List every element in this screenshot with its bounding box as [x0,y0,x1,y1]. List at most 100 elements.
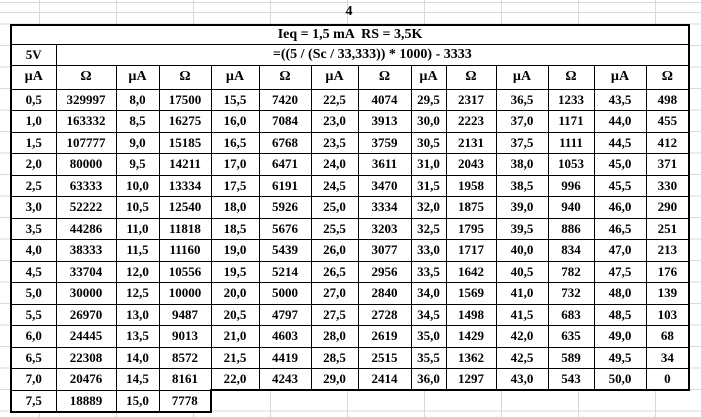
column-header-ua[interactable]: µA [115,64,160,90]
cell-ua[interactable]: 14,0 [115,346,160,369]
cell-ua[interactable]: 7,0 [10,368,57,391]
column-header-ohm[interactable]: Ω [158,64,212,90]
cell-ua[interactable]: 4,5 [10,260,57,283]
column-header-ohm[interactable]: Ω [547,64,595,90]
cell-ohm[interactable]: 2131 [445,131,497,154]
cell-ua[interactable]: 8,0 [115,88,160,111]
cell-ua[interactable]: 34,0 [410,282,447,305]
cell-ohm[interactable]: 5439 [258,239,312,262]
cell-ua[interactable]: 3,0 [10,196,57,219]
cell-ohm[interactable]: 2840 [357,282,412,305]
cell-ua[interactable]: 25,0 [310,196,359,219]
cell-ua[interactable]: 15,5 [210,88,260,111]
cell-ua[interactable]: 9,0 [115,131,160,154]
cell-ua[interactable]: 40,0 [495,239,549,262]
cell-ua[interactable]: 31,5 [410,174,447,197]
cell-ohm[interactable]: 7084 [258,110,312,133]
cell-ua[interactable]: 21,5 [210,346,260,369]
cell-ohm[interactable]: 63333 [55,174,117,197]
cell-ua[interactable]: 34,5 [410,303,447,326]
cell-ohm[interactable]: 4243 [258,368,312,391]
cell-ohm[interactable]: 12540 [158,196,212,219]
cell-ohm[interactable]: 1875 [445,196,497,219]
cell-ohm[interactable]: 20476 [55,368,117,391]
cell-ua[interactable]: 11,0 [115,217,160,240]
cell-ua[interactable]: 16,0 [210,110,260,133]
cell-ua[interactable]: 10,0 [115,174,160,197]
cell-ua[interactable]: 28,0 [310,325,359,348]
cell-ua[interactable]: 1,5 [10,131,57,154]
cell-ua[interactable]: 42,5 [495,346,549,369]
cell-ua[interactable]: 38,0 [495,153,549,176]
column-header-ohm[interactable]: Ω [445,64,497,90]
cell-ohm[interactable]: 103 [645,303,691,326]
cell-ua[interactable]: 49,5 [593,346,647,369]
cell-ohm[interactable]: 17500 [158,88,212,111]
cell-ohm[interactable]: 11160 [158,239,212,262]
cell-ohm[interactable]: 2414 [357,368,412,391]
cell-ua[interactable]: 3,5 [10,217,57,240]
cell-ua[interactable]: 1,0 [10,110,57,133]
cell-ua[interactable]: 20,0 [210,282,260,305]
cell-ohm[interactable]: 732 [547,282,595,305]
cell-ohm[interactable]: 1642 [445,260,497,283]
column-header-ohm[interactable]: Ω [645,64,691,90]
cell-ua[interactable]: 36,0 [410,368,447,391]
cell-ua[interactable]: 35,0 [410,325,447,348]
cell-ua[interactable]: 9,5 [115,153,160,176]
cell-ohm[interactable]: 16275 [158,110,212,133]
cell-ua[interactable]: 33,0 [410,239,447,262]
cell-ohm[interactable]: 26970 [55,303,117,326]
column-header-ohm[interactable]: Ω [55,64,117,90]
cell-ua[interactable]: 23,0 [310,110,359,133]
cell-ua[interactable]: 35,5 [410,346,447,369]
cell-ohm[interactable]: 2043 [445,153,497,176]
cell-ohm[interactable]: 44286 [55,217,117,240]
cell-ua[interactable]: 6,5 [10,346,57,369]
cell-ua[interactable]: 37,0 [495,110,549,133]
cell-ua[interactable]: 31,0 [410,153,447,176]
cell-ua[interactable]: 33,5 [410,260,447,283]
cell-ua[interactable]: 23,5 [310,131,359,154]
cell-ohm[interactable]: 290 [645,196,691,219]
cell-ua[interactable]: 47,5 [593,260,647,283]
cell-ohm[interactable]: 15185 [158,131,212,154]
cell-ua[interactable]: 13,5 [115,325,160,348]
cell-ohm[interactable]: 886 [547,217,595,240]
cell-ohm[interactable]: 9013 [158,325,212,348]
cell-ohm[interactable]: 34 [645,346,691,369]
cell-ohm[interactable]: 9487 [158,303,212,326]
cell-ua[interactable]: 30,0 [410,110,447,133]
cell-ohm[interactable]: 1171 [547,110,595,133]
sheet-title-cell[interactable]: 4 [345,4,353,19]
column-header-ua[interactable]: µA [410,64,447,90]
cell-ua[interactable]: 15,0 [115,389,160,413]
cell-ohm[interactable]: 834 [547,239,595,262]
cell-ohm[interactable]: 2223 [445,110,497,133]
cell-ohm[interactable]: 139 [645,282,691,305]
cell-ua[interactable]: 21,0 [210,325,260,348]
cell-ua[interactable]: 36,5 [495,88,549,111]
cell-ohm[interactable]: 498 [645,88,691,111]
cell-ua[interactable]: 44,5 [593,131,647,154]
cell-ua[interactable]: 5,0 [10,282,57,305]
cell-ohm[interactable]: 2728 [357,303,412,326]
cell-ua[interactable]: 48,0 [593,282,647,305]
cell-ohm[interactable]: 8572 [158,346,212,369]
cell-ua[interactable]: 5,5 [10,303,57,326]
cell-ua[interactable]: 46,5 [593,217,647,240]
cell-ohm[interactable]: 4419 [258,346,312,369]
cell-ua[interactable]: 32,0 [410,196,447,219]
cell-ohm[interactable]: 3759 [357,131,412,154]
cell-ua[interactable]: 45,0 [593,153,647,176]
formula-cell[interactable]: =((5 / (Sc / 33,333)) * 1000) - 3333 [55,43,691,66]
cell-ohm[interactable]: 1297 [445,368,497,391]
cell-ua[interactable]: 49,0 [593,325,647,348]
cell-ohm[interactable]: 5676 [258,217,312,240]
cell-ohm[interactable]: 1795 [445,217,497,240]
cell-ua[interactable]: 28,5 [310,346,359,369]
cell-ohm[interactable]: 68 [645,325,691,348]
cell-ua[interactable]: 24,0 [310,153,359,176]
cell-ohm[interactable]: 18889 [55,389,117,413]
cell-ohm[interactable]: 1717 [445,239,497,262]
